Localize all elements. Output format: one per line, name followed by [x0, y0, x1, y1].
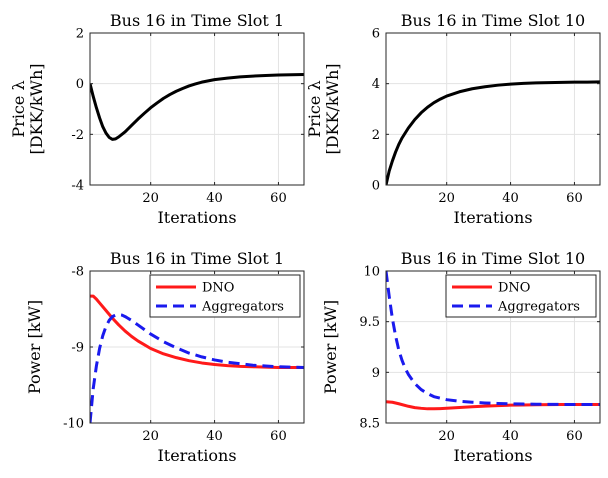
x-tick-label: 40	[206, 429, 223, 444]
y-tick-label: -2	[71, 128, 84, 143]
chart-title: Bus 16 in Time Slot 1	[110, 11, 284, 30]
y-tick-label: -10	[63, 417, 84, 432]
y-axis-label: Price λ	[9, 80, 28, 137]
legend: DNO Aggregators	[446, 275, 596, 317]
y-tick-label: -4	[71, 179, 84, 194]
x-tick-label: 60	[270, 191, 287, 206]
x-tick-label: 20	[438, 191, 455, 206]
x-axis-label: Iterations	[157, 446, 236, 465]
x-axis-label: Iterations	[157, 208, 236, 227]
legend-label: Aggregators	[201, 300, 284, 315]
legend-label: Aggregators	[497, 300, 580, 315]
x-tick-label: 60	[566, 191, 583, 206]
x-tick-label: 40	[502, 429, 519, 444]
y-tick-label: 2	[76, 27, 84, 42]
x-tick-label: 60	[566, 429, 583, 444]
y-axis-label: Price λ	[305, 80, 324, 137]
x-tick-label: 20	[142, 191, 159, 206]
chart-panel-3: 20 40 60 -10 -9 -8 Bus 16 in Time Slot 1 Iterat…	[25, 249, 304, 465]
y-axis-label-unit: [DKK/kWh]	[27, 63, 46, 154]
y-axis-label: Power [kW]	[25, 300, 44, 394]
chart-title: Bus 16 in Time Slot 1	[110, 249, 284, 268]
y-tick-label: 0	[372, 179, 380, 194]
x-tick-label: 20	[438, 429, 455, 444]
x-axis-label: Iterations	[453, 208, 532, 227]
y-tick-label: 9	[372, 366, 380, 381]
y-tick-label: 4	[372, 77, 380, 92]
plot-area	[90, 33, 304, 185]
chart-title: Bus 16 in Time Slot 10	[401, 11, 585, 30]
legend: DNO Aggregators	[150, 275, 300, 317]
y-tick-label: 6	[372, 27, 380, 42]
y-tick-label: 8.5	[359, 417, 380, 432]
y-tick-label: 10	[363, 265, 380, 280]
x-tick-label: 40	[502, 191, 519, 206]
y-tick-label: -9	[71, 341, 84, 356]
y-tick-label: 0	[76, 77, 84, 92]
y-tick-label: 2	[372, 128, 380, 143]
x-axis-label: Iterations	[453, 446, 532, 465]
y-axis-label-unit: [DKK/kWh]	[323, 63, 342, 154]
chart-title: Bus 16 in Time Slot 10	[401, 249, 585, 268]
x-tick-label: 60	[270, 429, 287, 444]
legend-label: DNO	[202, 281, 234, 296]
chart-panel-2: 20 40 60 0 2 4 6 Bus 16 in Time Slot 10 Iteratio…	[305, 11, 600, 227]
legend-label: DNO	[498, 281, 530, 296]
y-axis-label: Power [kW]	[321, 300, 340, 394]
x-tick-label: 20	[142, 429, 159, 444]
y-tick-label: -8	[71, 265, 84, 280]
plot-area	[386, 33, 600, 185]
chart-panel-1: 20 40 60 -4 -2 0 2 Bus 16 in Time Slot 1 Iterati…	[9, 11, 304, 227]
chart-panel-4: 20 40 60 8.5 9 9.5 10 Bus 16 in Time Slot 10 Ite…	[321, 249, 600, 465]
x-tick-label: 40	[206, 191, 223, 206]
y-tick-label: 9.5	[359, 315, 380, 330]
